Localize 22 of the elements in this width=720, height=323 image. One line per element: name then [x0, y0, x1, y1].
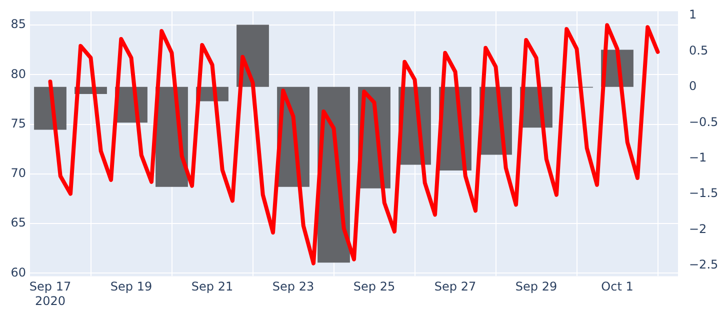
x-tick-label: Sep 25	[353, 280, 396, 294]
x-tick-label: Oct 1	[601, 280, 634, 294]
y2-tick-label: −1.5	[689, 186, 718, 200]
y-tick-label: 80	[10, 66, 26, 81]
y-tick-label: 65	[10, 216, 26, 230]
y2-tick-label: −2	[689, 222, 707, 236]
x-tick-label: Sep 29	[515, 280, 558, 294]
y2-tick-label: −2.5	[689, 258, 718, 272]
y2-tick-label: −1	[689, 150, 707, 164]
y2-tick-label: 0	[689, 79, 697, 94]
y2-tick-label: 0.5	[689, 43, 708, 58]
x-tick-label: Sep 23	[272, 280, 314, 294]
x-tick-label: Sep 27	[434, 280, 476, 294]
y2-tick-label: 1	[689, 8, 697, 22]
x-tick-label: Sep 21	[191, 280, 234, 294]
y-tick-label: 70	[10, 166, 26, 180]
y-tick-label: 60	[10, 265, 26, 280]
y-tick-label: 75	[10, 116, 26, 130]
x-tick-label: Sep 19	[110, 280, 152, 294]
y-tick-label: 85	[10, 17, 26, 32]
y2-tick-label: −0.5	[689, 114, 718, 129]
x-tick-label: Sep 17 2020	[29, 280, 72, 308]
